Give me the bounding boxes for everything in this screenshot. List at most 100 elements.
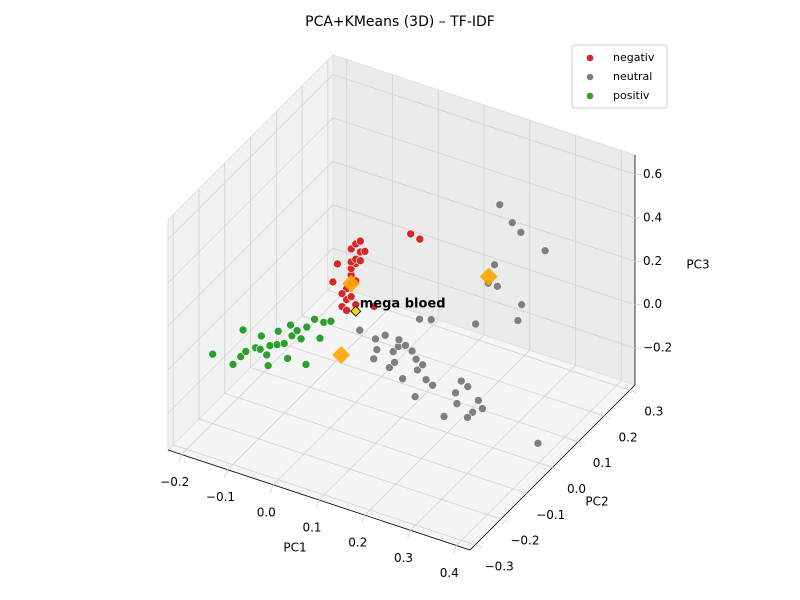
y-grid-floor: [173, 444, 476, 546]
z-grid-back: [332, 204, 636, 306]
y-tick-label: −0.3: [485, 559, 514, 573]
data-point: [228, 360, 238, 369]
data-point: [533, 439, 543, 448]
data-point: [456, 376, 466, 386]
x-tick: [407, 530, 411, 539]
data-point: [262, 350, 272, 360]
x-tick-label: 0.2: [348, 536, 367, 550]
z-grid-back: [332, 117, 636, 219]
data-point: [279, 339, 289, 348]
data-point: [360, 247, 370, 256]
data-point: [372, 345, 382, 354]
legend-label: positiv: [613, 89, 650, 102]
data-point: [326, 316, 336, 326]
annotation-text: mega bloed: [360, 297, 446, 312]
data-point: [296, 334, 306, 344]
data-point: [388, 347, 398, 356]
z-grid-left: [167, 74, 334, 240]
data-point: [356, 256, 365, 265]
legend-label: neutral: [613, 70, 652, 83]
data-point: [337, 289, 347, 298]
z-tick-label: 0.2: [643, 254, 662, 268]
x-tick: [315, 499, 320, 509]
data-point: [319, 318, 329, 327]
data-point: [401, 341, 410, 350]
data-point: [415, 234, 425, 244]
y-grid-floor: [198, 418, 502, 520]
x-tick-label: −0.2: [160, 475, 189, 489]
data-point: [356, 236, 365, 246]
y-grid-floor: [276, 341, 579, 443]
data-point: [301, 360, 311, 369]
y-tick: [629, 389, 638, 394]
data-point: [507, 218, 517, 227]
chart-title: PCA+KMeans (3D) – TF-IDF: [305, 14, 495, 30]
data-point: [286, 320, 295, 330]
y-tick: [526, 492, 534, 497]
data-point: [452, 399, 462, 408]
centroid: [479, 267, 498, 286]
data-point: [208, 349, 217, 359]
x-axis-label: PC1: [283, 541, 306, 555]
data-point: [255, 345, 265, 354]
data-point: [369, 302, 379, 311]
z-tick-label: −0.2: [643, 341, 672, 355]
data-point: [328, 277, 338, 287]
data-point: [369, 354, 379, 364]
data-point: [263, 361, 273, 370]
data-point: [540, 246, 550, 256]
data-point: [287, 331, 297, 341]
y-tick-label: 0.0: [567, 482, 586, 496]
data-point: [413, 365, 422, 375]
data-point: [385, 363, 394, 372]
data-point: [355, 325, 365, 335]
legend-marker: [586, 54, 594, 62]
data-point: [398, 374, 407, 384]
z-grid-left: [167, 247, 334, 414]
z-grid-left: [167, 161, 334, 327]
centroid: [342, 274, 361, 293]
data-point: [516, 228, 526, 237]
data-point: [471, 319, 480, 329]
data-point: [283, 354, 292, 363]
y-grid-floor: [250, 367, 553, 468]
annotation-marker: [350, 305, 362, 317]
y-tick-label: −0.2: [510, 534, 539, 548]
x-tick-label: 0.0: [257, 505, 276, 519]
data-point: [302, 322, 312, 332]
y-tick-label: −0.1: [536, 508, 565, 522]
z-grid-left: [167, 117, 334, 284]
legend-label: negativ: [613, 51, 655, 64]
y-tick-label: 0.3: [644, 405, 663, 419]
data-point: [346, 292, 356, 301]
legend-marker: [586, 73, 594, 81]
y-grid-floor: [224, 392, 527, 494]
data-point: [272, 340, 282, 349]
z-tick-label: 0.0: [643, 297, 662, 311]
y-tick-label: 0.1: [593, 456, 612, 470]
x-tick-label: −0.1: [206, 490, 235, 504]
data-point: [418, 360, 427, 370]
data-point: [333, 259, 342, 269]
y-tick: [552, 467, 560, 471]
y-tick: [578, 441, 586, 446]
data-point: [238, 325, 248, 335]
data-point: [273, 326, 283, 336]
data-point: [410, 392, 420, 401]
data-point: [371, 334, 380, 344]
data-point: [315, 333, 325, 343]
y-tick: [474, 544, 483, 549]
data-point: [342, 306, 351, 315]
data-point: [310, 314, 319, 324]
data-point: [513, 316, 523, 325]
data-point: [490, 260, 499, 270]
x-tick-label: 0.4: [440, 566, 459, 580]
data-point: [415, 314, 424, 324]
y-axis-label: PC2: [585, 495, 608, 509]
centroid: [332, 345, 351, 364]
data-point: [474, 396, 483, 405]
legend-box: [571, 44, 668, 109]
x-tick: [178, 454, 183, 463]
data-point: [451, 388, 460, 398]
